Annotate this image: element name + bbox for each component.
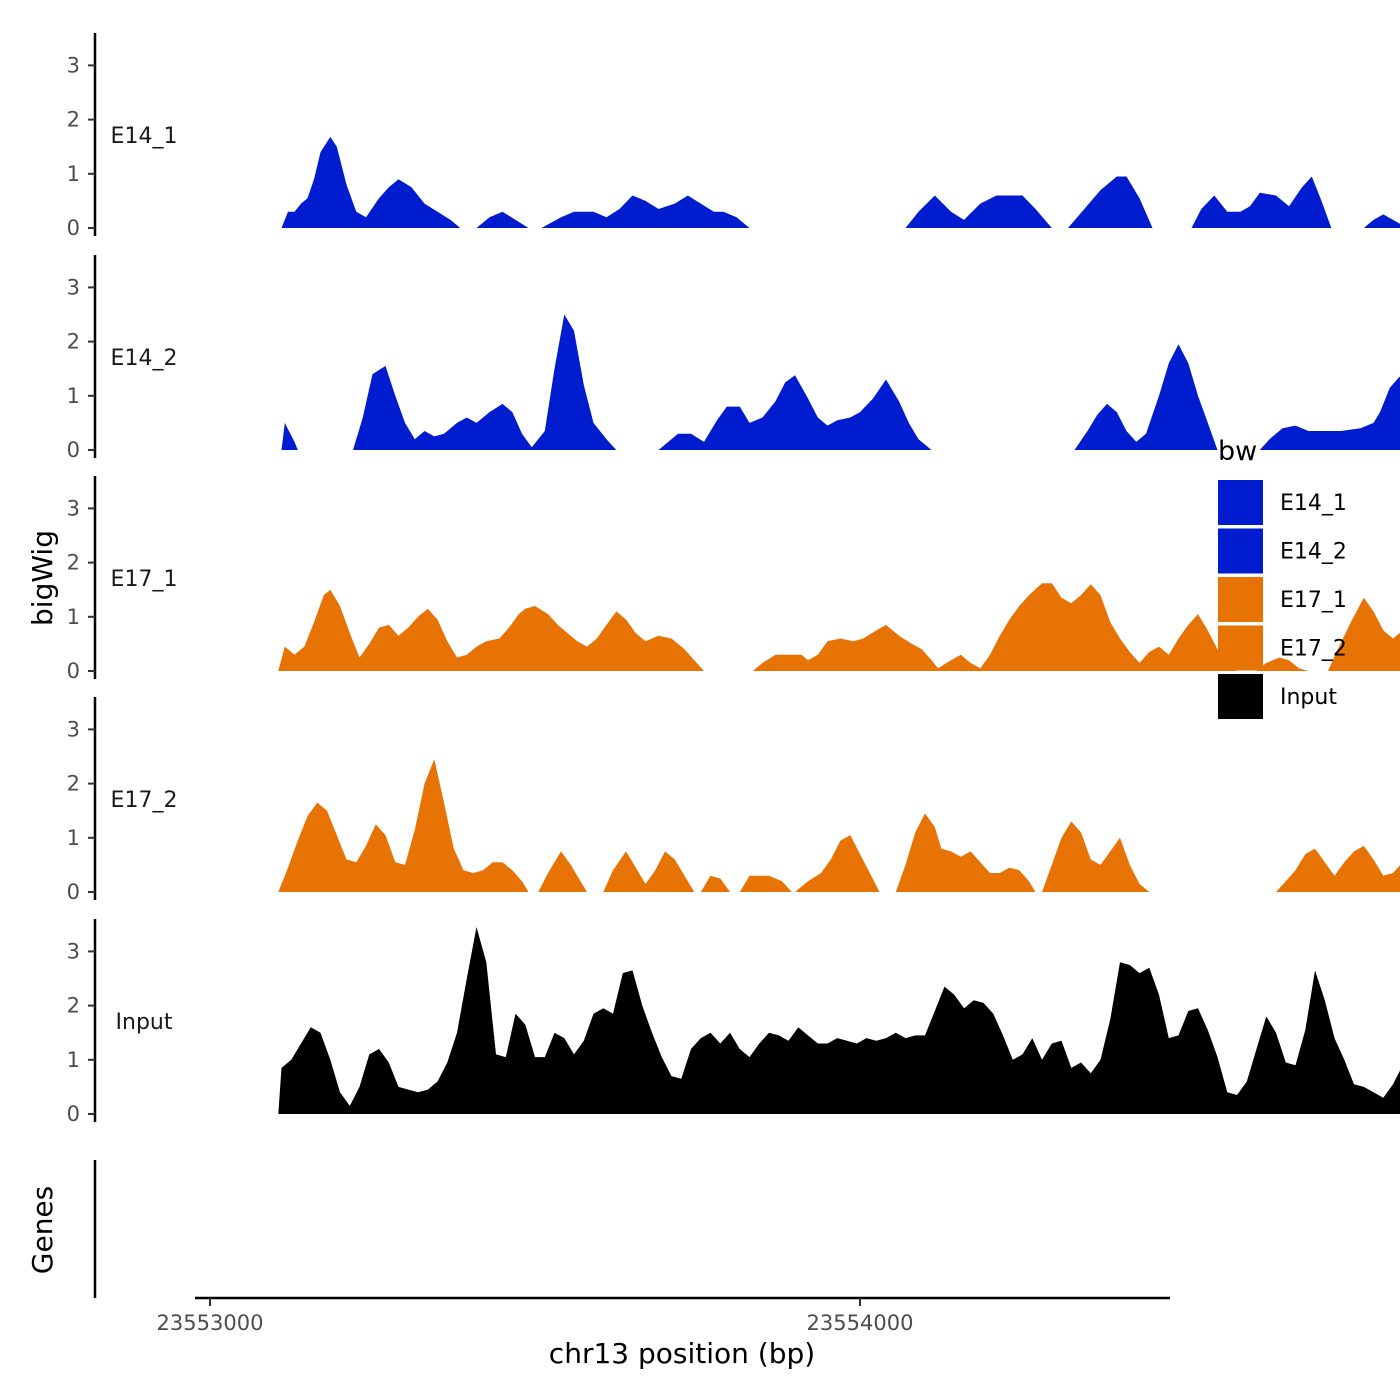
coverage-area-e14-2 [658,375,932,450]
x-tick-label: 23553000 [157,1311,264,1335]
coverage-area-e14-2 [1074,344,1218,450]
coverage-tracks: 0 1 2 3 E14_1 0 1 2 3 E14_2 0 1 2 3 E17_1 0 1 2 3 E17_2 0 1 2 3… [67,33,1400,1126]
legend-label-input: Input [1280,685,1337,710]
coverage-area-e14-1 [1363,214,1400,228]
coverage-area-e14-1 [476,211,529,228]
legend-label-e17-1: E17_1 [1280,588,1347,613]
track-label: E17_2 [111,788,178,813]
coverage-area-e17-2 [1276,845,1400,892]
coverage-area-e17-1 [278,589,704,671]
track-e17-2: 0 1 2 3 E17_2 [67,697,1400,904]
coverage-area-input [278,927,1400,1114]
y-tick-label: 1 [67,384,80,408]
coverage-area-e17-2 [1042,821,1150,892]
y-tick-label: 0 [67,659,80,683]
y-tick-label: 3 [67,939,80,963]
coverage-area-e17-2 [795,835,880,892]
genes-axis-title: Genes [26,1186,59,1274]
coverage-area-e17-2 [603,851,695,892]
coverage-area-e14-2 [281,422,298,450]
track-e14-2: 0 1 2 3 E14_2 [67,255,1400,462]
y-tick-label: 0 [67,216,80,240]
coverage-area-e17-2 [895,813,1036,892]
legend-swatch-e14-1 [1218,480,1263,525]
legend-swatch-e14-2 [1218,528,1263,574]
track-label: E14_2 [111,346,178,371]
track-label: Input [116,1010,173,1035]
coverage-area-e14-1 [281,136,461,228]
y-tick-label: 0 [67,438,80,462]
coverage-area-e17-1 [752,583,1237,671]
y-tick-label: 2 [67,994,80,1018]
track-label: E17_1 [111,567,178,592]
y-tick-label: 1 [67,1048,80,1072]
y-tick-label: 1 [67,605,80,629]
coverage-area-e14-2 [353,314,617,450]
y-tick-label: 3 [67,717,80,741]
y-tick-label: 2 [67,551,80,575]
coverage-area-e17-2 [700,875,730,892]
coverage-area-e14-1 [1191,176,1332,228]
coverage-area-e17-2 [739,875,792,892]
coverage-area-e14-1 [541,195,750,228]
y-tick-label: 2 [67,772,80,796]
legend-swatch-input [1218,674,1263,719]
y-tick-label: 2 [67,108,80,132]
legend-label-e14-1: E14_1 [1280,491,1347,516]
track-input: 0 1 2 3 Input [67,919,1400,1126]
y-tick-label: 0 [67,880,80,904]
x-axis: 235530002355400023555000 [157,1296,1170,1335]
x-tick-label: 23554000 [807,1311,914,1335]
y-tick-label: 1 [67,162,80,186]
y-tick-label: 3 [67,275,80,299]
legend-swatch-e17-1 [1218,577,1263,622]
y-tick-label: 2 [67,330,80,354]
y-tick-label: 3 [67,53,80,77]
y-axis-title: bigWig [26,530,59,626]
coverage-area-e14-1 [1068,176,1153,228]
y-tick-label: 3 [67,496,80,520]
coverage-area-e14-2 [1259,376,1400,450]
y-tick-label: 1 [67,826,80,850]
coverage-area-e14-1 [905,195,1052,228]
coverage-area-e17-2 [278,759,529,892]
legend-label-e14-2: E14_2 [1280,540,1347,565]
legend: bw E14_1 E14_2 E17_1 E17_2 Input [1218,436,1347,719]
coverage-area-e17-1 [1256,657,1309,671]
y-tick-label: 0 [67,1102,80,1126]
track-label: E14_1 [111,124,178,149]
coverage-area-e17-1 [1328,597,1400,671]
track-e17-1: 0 1 2 3 E17_1 [67,476,1400,683]
gene-track: Hist1h1d [93,1160,97,1298]
legend-label-e17-2: E17_2 [1280,637,1347,662]
legend-title: bw [1218,436,1257,467]
track-e14-1: 0 1 2 3 E14_1 [67,33,1400,240]
coverage-area-e17-2 [538,851,587,892]
x-axis-title: chr13 position (bp) [549,1337,815,1370]
legend-swatch-e17-2 [1218,625,1263,671]
